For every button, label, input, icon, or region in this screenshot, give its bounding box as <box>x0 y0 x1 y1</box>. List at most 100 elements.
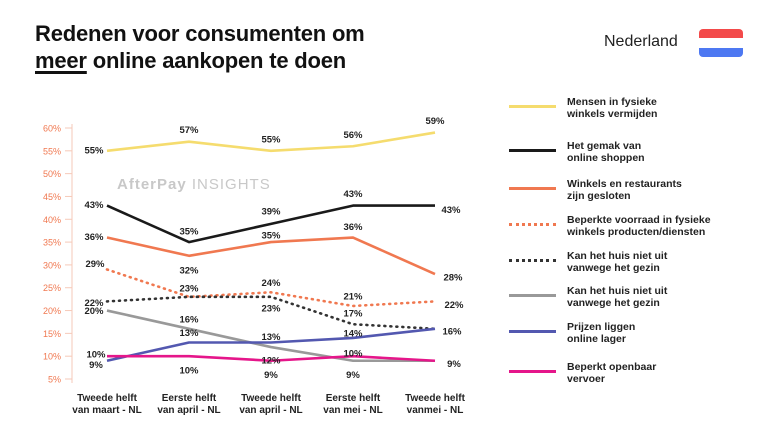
data-label: 23% <box>179 283 199 294</box>
x-tick-label: van maart - NL <box>72 405 141 416</box>
data-label: 32% <box>179 265 199 276</box>
title-highlight: meer <box>35 48 87 73</box>
y-tick-label: 45% <box>43 192 61 202</box>
legend-label-line: online shoppen <box>567 152 645 164</box>
legend-swatch <box>509 370 556 373</box>
legend-label-line: vanwege het gezin <box>567 297 660 309</box>
data-label: 9% <box>264 370 278 381</box>
legend-item: Beperkte voorraad in fysieke winkels prod… <box>509 214 764 244</box>
y-tick-label: 60% <box>43 124 61 134</box>
data-label: 17% <box>343 309 363 320</box>
y-tick-label: 35% <box>43 238 61 248</box>
y-tick-label: 25% <box>43 283 61 293</box>
data-label: 12% <box>261 356 281 367</box>
data-label: 9% <box>447 359 461 370</box>
y-tick-label: 5% <box>48 375 61 385</box>
data-label: 28% <box>443 273 463 284</box>
data-label: 36% <box>84 232 104 243</box>
data-label: 59% <box>425 116 445 127</box>
data-label: 35% <box>179 227 199 238</box>
legend-label: Beperkte voorraad in fysieke winkels prod… <box>567 214 762 238</box>
legend-label-line: vanwege het gezin <box>567 262 660 274</box>
data-label: 43% <box>441 205 461 216</box>
y-tick-label: 15% <box>43 329 61 339</box>
x-tick-label: Tweede helft <box>241 393 301 404</box>
x-tick-label: van mei - NL <box>323 405 382 416</box>
legend-label: Het gemak van online shoppen <box>567 140 762 164</box>
legend-swatch <box>509 330 556 333</box>
series-line-4 <box>105 268 437 308</box>
title-line-2: meer online aankopen te doen <box>35 47 365 74</box>
data-label: 10% <box>343 349 363 360</box>
data-label: 43% <box>343 189 363 200</box>
watermark-suffix: INSIGHTS <box>191 176 271 193</box>
legend-item: Prijzen liggen online lager <box>509 321 764 351</box>
legend-item: Mensen in fysieke winkels vermijden <box>509 96 764 126</box>
data-label: 10% <box>179 366 199 377</box>
legend-item: Kan het huis niet uit vanwege het gezin <box>509 285 764 315</box>
legend-label-line: Beperkte voorraad in fysieke <box>567 214 711 226</box>
series-line-5 <box>105 295 437 331</box>
legend-label: Mensen in fysieke winkels vermijden <box>567 96 762 120</box>
country-label: Nederland <box>604 33 678 50</box>
legend-item: Beperkt openbaar vervoer <box>509 361 764 391</box>
series-line-3 <box>106 236 436 276</box>
y-tick-label: 40% <box>43 215 61 225</box>
data-label: 14% <box>343 328 363 339</box>
x-tick-label: van april - NL <box>239 405 302 416</box>
title-rest: online aankopen te doen <box>86 48 347 73</box>
legend-label-line: vervoer <box>567 373 605 385</box>
y-tick-label: 55% <box>43 146 61 156</box>
chart-title: Redenen voor consumenten om meer online … <box>35 20 365 74</box>
legend-swatch <box>509 149 556 152</box>
data-label: 57% <box>179 125 199 136</box>
legend-label: Beperkt openbaar vervoer <box>567 361 762 385</box>
legend-swatch <box>509 223 556 226</box>
legend-item: Winkels en restaurants zijn gesloten <box>509 178 764 208</box>
legend-label-line: online lager <box>567 333 626 345</box>
y-tick-label: 30% <box>43 260 61 270</box>
legend-label: Winkels en restaurants zijn gesloten <box>567 178 762 202</box>
flag-stripe-red <box>699 29 743 39</box>
data-label: 35% <box>261 231 281 242</box>
legend-swatch <box>509 259 556 262</box>
legend-swatch <box>509 187 556 190</box>
title-line-1: Redenen voor consumenten om <box>35 21 365 46</box>
y-tick-label: 10% <box>43 352 61 362</box>
legend-label: Prijzen liggen online lager <box>567 321 762 345</box>
data-label: 13% <box>179 328 199 339</box>
data-label: 9% <box>89 360 103 371</box>
y-axis: 5% 10% 15% 20% 25% 30% 35% 40% 45% 50% 55% 60% <box>43 124 73 385</box>
legend-label-line: zijn gesloten <box>567 190 631 202</box>
data-label: 9% <box>346 370 360 381</box>
legend-label-line: Kan het huis niet uit <box>567 250 668 262</box>
series-line-7 <box>106 327 436 363</box>
y-tick-label: 20% <box>43 306 61 316</box>
legend-label-line: winkels vermijden <box>567 108 658 120</box>
data-label: 22% <box>84 298 104 309</box>
data-label: 16% <box>179 314 199 325</box>
y-tick-label: 50% <box>43 169 61 179</box>
data-label: 13% <box>261 332 281 343</box>
afterpay-watermark: AfterPay INSIGHTS <box>117 176 271 193</box>
legend-label-line: Kan het huis niet uit <box>567 285 668 297</box>
series-group <box>105 131 437 363</box>
netherlands-flag-icon <box>699 29 743 57</box>
legend-label-line: Mensen in fysieke <box>567 96 657 108</box>
x-tick-label: Eerste helft <box>326 393 381 404</box>
series-line-6 <box>106 309 435 363</box>
legend-label: Kan het huis niet uit vanwege het gezin <box>567 250 762 274</box>
x-tick-label: van april - NL <box>157 405 220 416</box>
legend-label-line: Het gemak van <box>567 140 642 152</box>
data-label: 29% <box>85 259 105 270</box>
data-label: 20% <box>84 306 104 317</box>
series-line-1 <box>106 131 436 153</box>
data-label: 55% <box>261 134 281 145</box>
flag-stripe-blue <box>699 47 743 57</box>
legend-label-line: Winkels en restaurants <box>567 178 682 190</box>
legend-item: Het gemak van online shoppen <box>509 140 764 170</box>
data-label: 36% <box>343 222 363 233</box>
legend-item: Kan het huis niet uit vanwege het gezin <box>509 250 764 280</box>
